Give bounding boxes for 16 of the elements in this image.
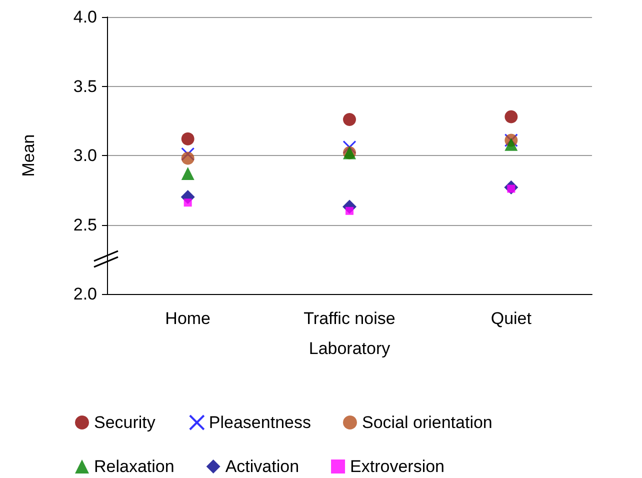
y-tick-label: 3.5 (73, 76, 97, 96)
y-tick-label: 3.0 (73, 146, 97, 165)
y-tick-label: 2.5 (73, 215, 97, 234)
legend-label: Extroversion (350, 457, 445, 476)
y-tick-label: 2.0 (73, 284, 97, 304)
y-tick-label: 4.0 (73, 8, 97, 26)
legend-label: Pleasentness (208, 413, 311, 432)
legend-label: Relaxation (94, 457, 174, 476)
legend-label: Security (94, 413, 156, 432)
legend-label: Activation (225, 457, 300, 476)
x-tick-label: Traffic noise (304, 309, 396, 328)
legend-label: Social orientation (362, 413, 492, 432)
x-axis-title: Laboratory (308, 339, 391, 358)
y-axis-title: Mean (19, 134, 38, 177)
x-tick-label: Home (165, 309, 211, 328)
x-tick-label: Quiet (490, 309, 532, 328)
